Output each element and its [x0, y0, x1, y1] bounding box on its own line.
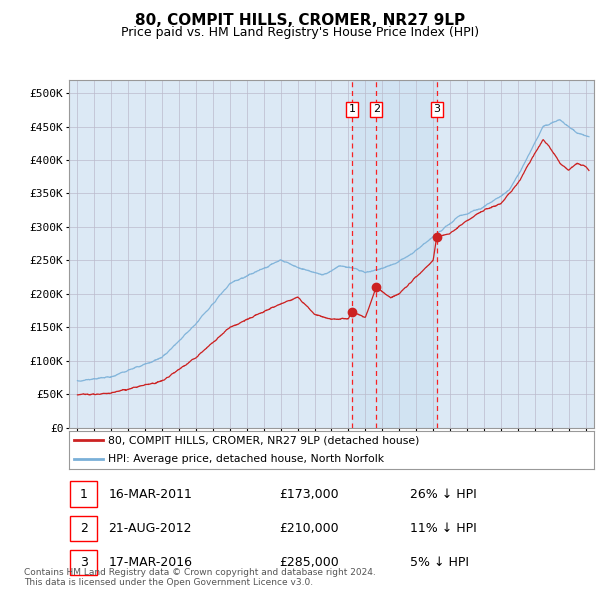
Text: 3: 3 — [433, 104, 440, 114]
Text: 3: 3 — [80, 556, 88, 569]
Text: 1: 1 — [349, 104, 355, 114]
Text: HPI: Average price, detached house, North Norfolk: HPI: Average price, detached house, Nort… — [109, 454, 385, 464]
Text: 26% ↓ HPI: 26% ↓ HPI — [410, 487, 477, 500]
Text: 21-AUG-2012: 21-AUG-2012 — [109, 522, 192, 535]
Text: £285,000: £285,000 — [279, 556, 339, 569]
Text: Price paid vs. HM Land Registry's House Price Index (HPI): Price paid vs. HM Land Registry's House … — [121, 26, 479, 39]
Text: 80, COMPIT HILLS, CROMER, NR27 9LP (detached house): 80, COMPIT HILLS, CROMER, NR27 9LP (deta… — [109, 435, 420, 445]
Text: 80, COMPIT HILLS, CROMER, NR27 9LP: 80, COMPIT HILLS, CROMER, NR27 9LP — [135, 13, 465, 28]
Text: £210,000: £210,000 — [279, 522, 338, 535]
Text: 16-MAR-2011: 16-MAR-2011 — [109, 487, 192, 500]
Text: 2: 2 — [373, 104, 380, 114]
Text: 11% ↓ HPI: 11% ↓ HPI — [410, 522, 477, 535]
Text: 5% ↓ HPI: 5% ↓ HPI — [410, 556, 469, 569]
Text: 2: 2 — [80, 522, 88, 535]
FancyBboxPatch shape — [70, 550, 97, 575]
Text: £173,000: £173,000 — [279, 487, 338, 500]
FancyBboxPatch shape — [70, 481, 97, 507]
Text: Contains HM Land Registry data © Crown copyright and database right 2024.
This d: Contains HM Land Registry data © Crown c… — [24, 568, 376, 587]
Text: 1: 1 — [80, 487, 88, 500]
Text: 17-MAR-2016: 17-MAR-2016 — [109, 556, 193, 569]
FancyBboxPatch shape — [70, 516, 97, 541]
Bar — [352, 80, 437, 428]
